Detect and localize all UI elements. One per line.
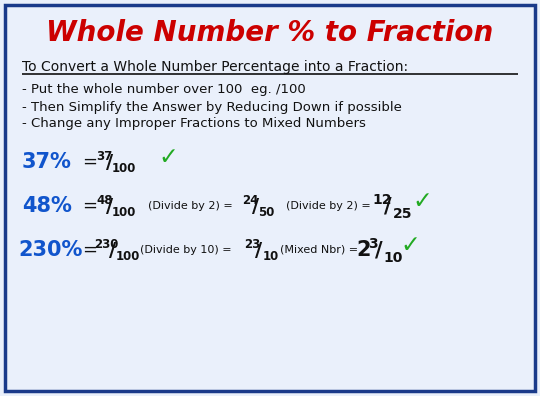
Text: /: / bbox=[106, 154, 113, 173]
Text: 100: 100 bbox=[112, 162, 136, 175]
Text: 25: 25 bbox=[393, 207, 413, 221]
Text: (Divide by 2) =: (Divide by 2) = bbox=[286, 201, 371, 211]
Text: =: = bbox=[82, 241, 97, 259]
Text: 48%: 48% bbox=[22, 196, 72, 216]
Text: 12: 12 bbox=[372, 193, 391, 207]
Text: 37: 37 bbox=[96, 150, 112, 162]
Text: 100: 100 bbox=[112, 206, 136, 219]
Text: 3: 3 bbox=[368, 237, 377, 251]
Text: 230%: 230% bbox=[18, 240, 83, 260]
Text: (Mixed Nbr) =: (Mixed Nbr) = bbox=[280, 245, 358, 255]
Text: (Divide by 2) =: (Divide by 2) = bbox=[148, 201, 233, 211]
Text: =: = bbox=[82, 153, 97, 171]
Text: ✓: ✓ bbox=[158, 145, 178, 169]
Text: 48: 48 bbox=[96, 194, 112, 206]
Text: (Divide by 10) =: (Divide by 10) = bbox=[140, 245, 232, 255]
Text: - Change any Improper Fractions to Mixed Numbers: - Change any Improper Fractions to Mixed… bbox=[22, 118, 366, 131]
Text: 100: 100 bbox=[116, 251, 140, 263]
Text: Whole Number % to Fraction: Whole Number % to Fraction bbox=[46, 19, 494, 47]
Text: /: / bbox=[384, 197, 392, 217]
Text: 24: 24 bbox=[242, 194, 258, 206]
FancyBboxPatch shape bbox=[5, 5, 535, 391]
Text: 50: 50 bbox=[258, 206, 274, 219]
Text: ✓: ✓ bbox=[412, 189, 432, 213]
Text: 10: 10 bbox=[263, 251, 279, 263]
Text: /: / bbox=[109, 242, 116, 261]
Text: ✓: ✓ bbox=[400, 233, 420, 257]
Text: /: / bbox=[375, 241, 383, 261]
Text: 37%: 37% bbox=[22, 152, 72, 172]
Text: To Convert a Whole Number Percentage into a Fraction:: To Convert a Whole Number Percentage int… bbox=[22, 60, 408, 74]
Text: 23: 23 bbox=[244, 238, 260, 251]
Text: 2: 2 bbox=[356, 240, 370, 260]
Text: /: / bbox=[255, 242, 262, 261]
Text: =: = bbox=[82, 197, 97, 215]
Text: 10: 10 bbox=[383, 251, 402, 265]
Text: /: / bbox=[252, 198, 259, 217]
Text: - Put the whole number over 100  eg. /100: - Put the whole number over 100 eg. /100 bbox=[22, 84, 306, 97]
Text: 230: 230 bbox=[94, 238, 118, 251]
Text: - Then Simplify the Answer by Reducing Down if possible: - Then Simplify the Answer by Reducing D… bbox=[22, 101, 402, 114]
Text: /: / bbox=[106, 198, 113, 217]
